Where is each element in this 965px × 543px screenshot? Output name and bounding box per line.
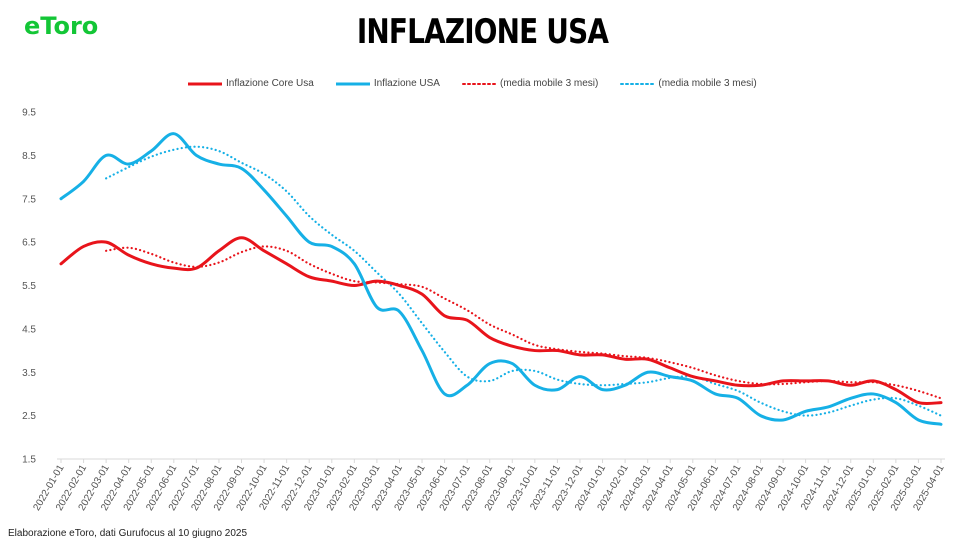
y-tick-label: 4.5 (22, 324, 36, 335)
y-tick-label: 9.5 (22, 108, 36, 119)
series-line-usa (59, 132, 943, 426)
legend-swatch-core (188, 82, 222, 85)
legend-label-usa-ma: (media mobile 3 mesi) (658, 78, 757, 89)
legend-swatch-usa-ma (620, 82, 655, 85)
legend-item-core-ma: (media mobile 3 mesi) (461, 78, 599, 89)
legend-swatch-usa (335, 82, 370, 85)
series-line-core (59, 236, 943, 406)
legend-swatch-core-ma (461, 82, 496, 85)
chart-title: INFLAZIONE USA (356, 12, 609, 52)
y-tick-label: 6.5 (22, 238, 36, 249)
etoro-logo: eToro (24, 8, 98, 44)
y-tick-label: 2.5 (22, 411, 36, 422)
legend-item-core: Inflazione Core Usa (188, 78, 314, 89)
legend-item-usa: Inflazione USA (335, 78, 440, 89)
y-tick-label: 1.5 (22, 455, 36, 466)
legend-label-core-ma: (media mobile 3 mesi) (499, 78, 599, 89)
source-note: Elaborazione eToro, dati Gurufocus al 10… (8, 528, 248, 539)
legend-item-usa-ma: (media mobile 3 mesi) (620, 78, 757, 89)
y-tick-label: 8.5 (22, 151, 36, 162)
y-tick-label: 7.5 (22, 194, 36, 205)
legend-label-core: Inflazione Core Usa (226, 78, 314, 89)
chart-legend: Inflazione Core Usa Inflazione USA (medi… (188, 78, 779, 89)
y-tick-label: 5.5 (22, 281, 36, 292)
y-tick-label: 3.5 (22, 368, 36, 379)
logo-text: eToro (24, 12, 99, 40)
series-line-usa-ma (105, 145, 943, 417)
legend-label-usa: Inflazione USA (373, 78, 440, 89)
